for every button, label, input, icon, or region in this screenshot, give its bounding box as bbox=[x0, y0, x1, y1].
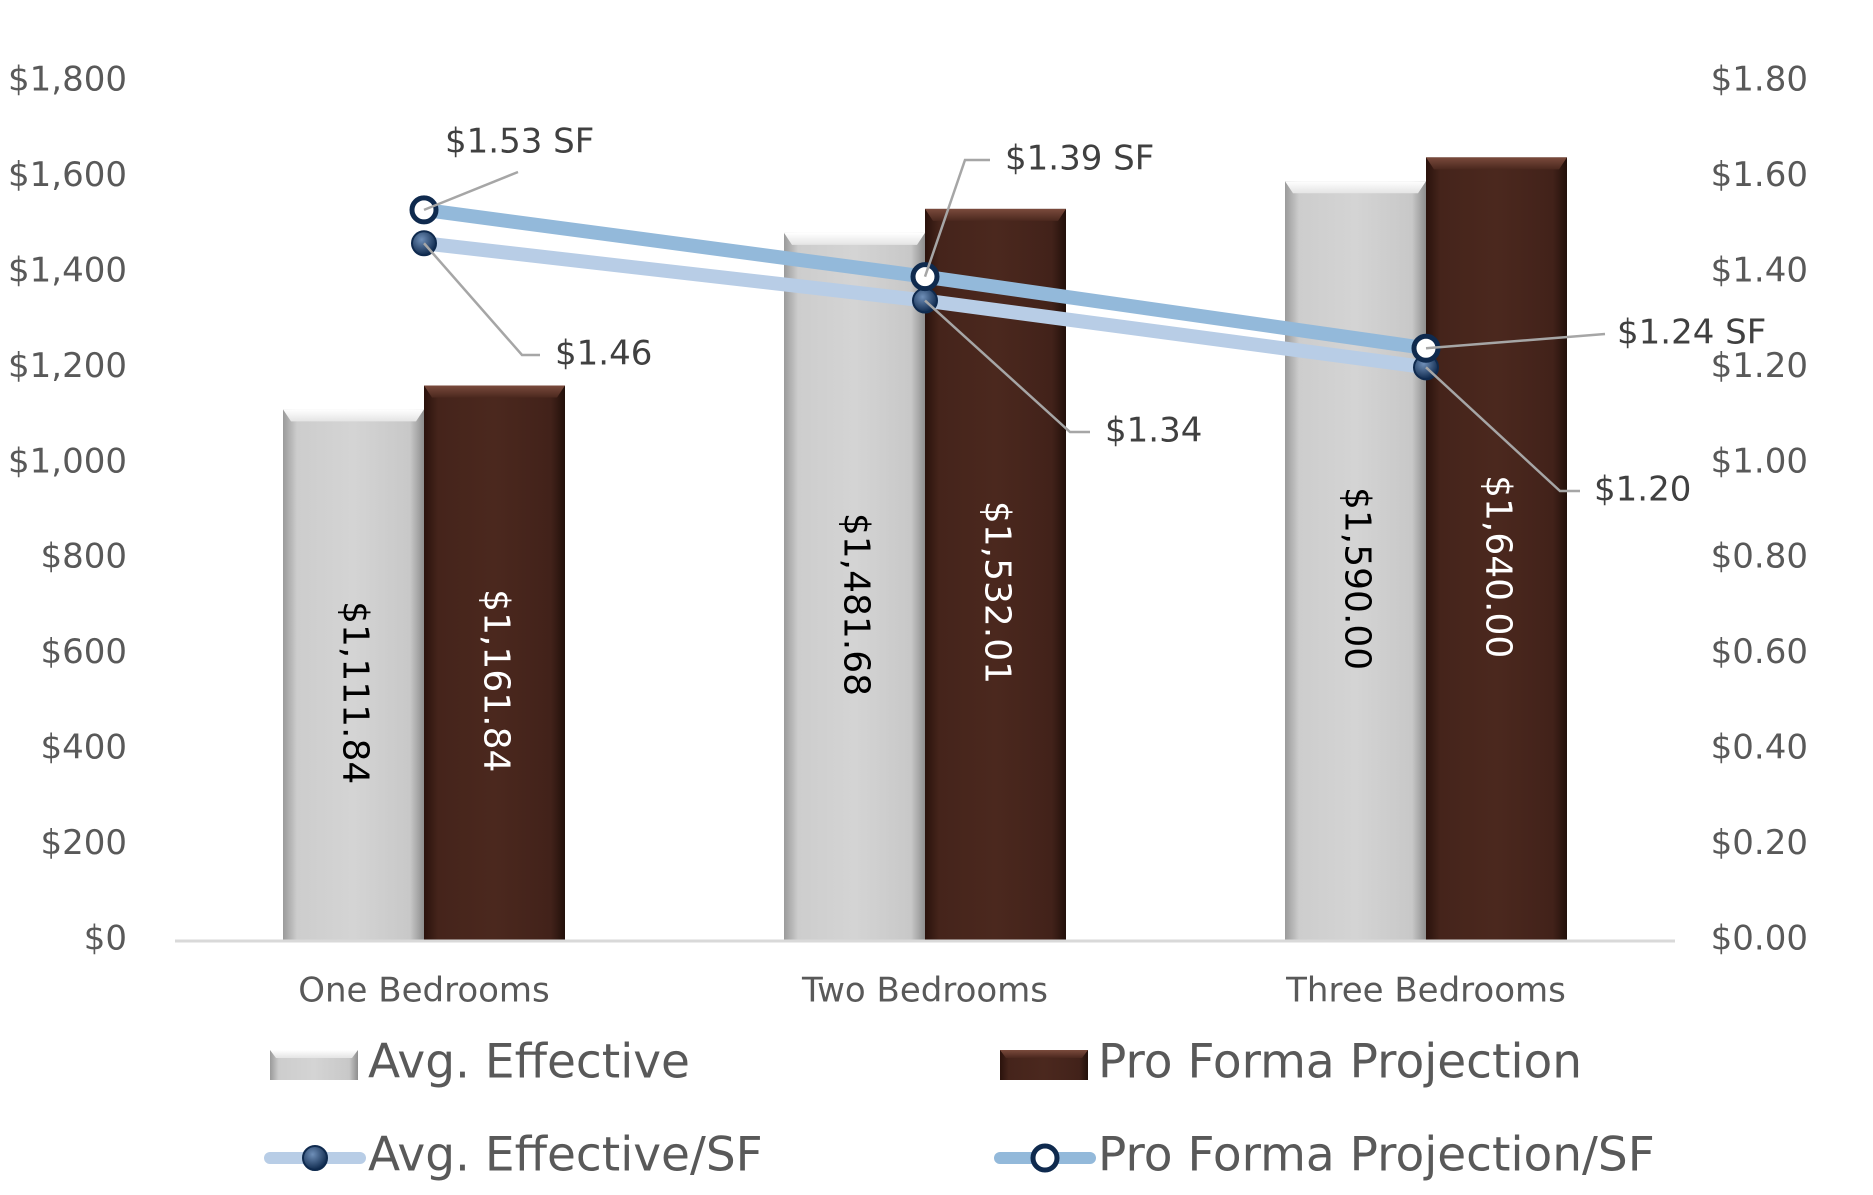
bar bbox=[925, 208, 1066, 941]
leader-line bbox=[1425, 332, 1606, 350]
leader-line bbox=[924, 299, 1090, 434]
y-left-tick-label: $1,200 bbox=[8, 346, 127, 386]
y-right-tick-label: $1.40 bbox=[1711, 250, 1808, 290]
y-left-tick-label: $1,600 bbox=[8, 155, 127, 195]
y-left-tick-label: $600 bbox=[40, 632, 127, 672]
bars-layer bbox=[283, 157, 1567, 941]
legend-label: Pro Forma Projection/SF bbox=[1098, 1128, 1655, 1183]
leader-line bbox=[1425, 366, 1580, 493]
bar bbox=[283, 409, 424, 940]
legend-label: Avg. Effective/SF bbox=[368, 1128, 763, 1183]
y-right-tick-label: $0.00 bbox=[1711, 919, 1808, 959]
bar bbox=[424, 385, 565, 940]
legend-item: Avg. Effective bbox=[270, 1035, 690, 1090]
bar-data-label: $1,161.84 bbox=[476, 589, 517, 772]
legend-label: Avg. Effective bbox=[368, 1035, 690, 1090]
bar-data-label: $1,532.01 bbox=[977, 501, 1018, 684]
y-left-tick-label: $0 bbox=[84, 919, 127, 959]
bar bbox=[1285, 181, 1426, 940]
bar-bevel bbox=[784, 232, 925, 245]
x-tick-label: One Bedrooms bbox=[298, 971, 550, 1011]
legend-swatch-bevel bbox=[1000, 1050, 1088, 1058]
y-right-tick-label: $0.40 bbox=[1711, 728, 1808, 768]
legend-item: Pro Forma Projection/SF bbox=[994, 1128, 1655, 1183]
bar-bevel bbox=[424, 385, 565, 398]
bar-bevel bbox=[925, 208, 1066, 221]
bar-data-label: $1,111.84 bbox=[335, 601, 376, 784]
legend-label: Pro Forma Projection bbox=[1098, 1035, 1582, 1090]
y-left-tick-label: $200 bbox=[40, 823, 127, 863]
labels-layer: $1,111.84 $1,481.68 $1,590.00 $1,161.84 $1,5… bbox=[335, 122, 1767, 785]
y-right-tick-label: $1.60 bbox=[1711, 155, 1808, 195]
y-right-tick-label: $0.20 bbox=[1711, 823, 1808, 863]
y-left-tick-label: $1,000 bbox=[8, 441, 127, 481]
bar-bevel bbox=[1285, 181, 1426, 194]
legend-item: Avg. Effective/SF bbox=[264, 1128, 763, 1183]
legend-item: Pro Forma Projection bbox=[1000, 1035, 1582, 1090]
bar-data-label: $1,640.00 bbox=[1478, 475, 1519, 658]
y-right-tick-label: $1.80 bbox=[1711, 60, 1808, 100]
leader-line bbox=[423, 170, 519, 212]
bar-bevel bbox=[283, 409, 424, 422]
line-data-label: $1.46 bbox=[555, 334, 652, 374]
bar bbox=[1426, 157, 1567, 940]
line-data-label: $1.24 SF bbox=[1617, 313, 1766, 353]
legend-swatch-bevel bbox=[270, 1050, 358, 1058]
x-tick-label: Two Bedrooms bbox=[801, 971, 1048, 1011]
y-right-tick-label: $0.60 bbox=[1711, 632, 1808, 672]
legend-marker bbox=[1030, 1143, 1060, 1173]
y-right-tick-label: $0.80 bbox=[1711, 537, 1808, 577]
y-left-tick-label: $1,800 bbox=[8, 60, 127, 100]
y-right-tick-label: $1.00 bbox=[1711, 441, 1808, 481]
bar bbox=[784, 232, 925, 941]
y-left-tick-label: $400 bbox=[40, 728, 127, 768]
line-data-label: $1.53 SF bbox=[445, 122, 594, 162]
bar-data-label: $1,590.00 bbox=[1337, 487, 1378, 670]
leader-line bbox=[423, 242, 540, 357]
y-left-tick-label: $800 bbox=[40, 537, 127, 577]
bar-data-label: $1,481.68 bbox=[836, 513, 877, 696]
legend: Avg. Effective Pro Forma Projection Avg. E… bbox=[264, 1035, 1655, 1183]
line-data-label: $1.39 SF bbox=[1005, 139, 1154, 179]
y-left-tick-label: $1,400 bbox=[8, 250, 127, 290]
line-data-label: $1.20 bbox=[1594, 470, 1691, 510]
leader-line bbox=[923, 158, 990, 278]
x-tick-label: Three Bedrooms bbox=[1285, 971, 1566, 1011]
axis-layer: $0 $200 $400 $600 $800 $1,000 $1,200 $1,400 $1,6… bbox=[8, 60, 1808, 1011]
bar-bevel bbox=[1426, 157, 1567, 170]
line-data-label: $1.34 bbox=[1105, 411, 1202, 451]
legend-marker bbox=[302, 1145, 328, 1171]
y-right-tick-label: $1.20 bbox=[1711, 346, 1808, 386]
